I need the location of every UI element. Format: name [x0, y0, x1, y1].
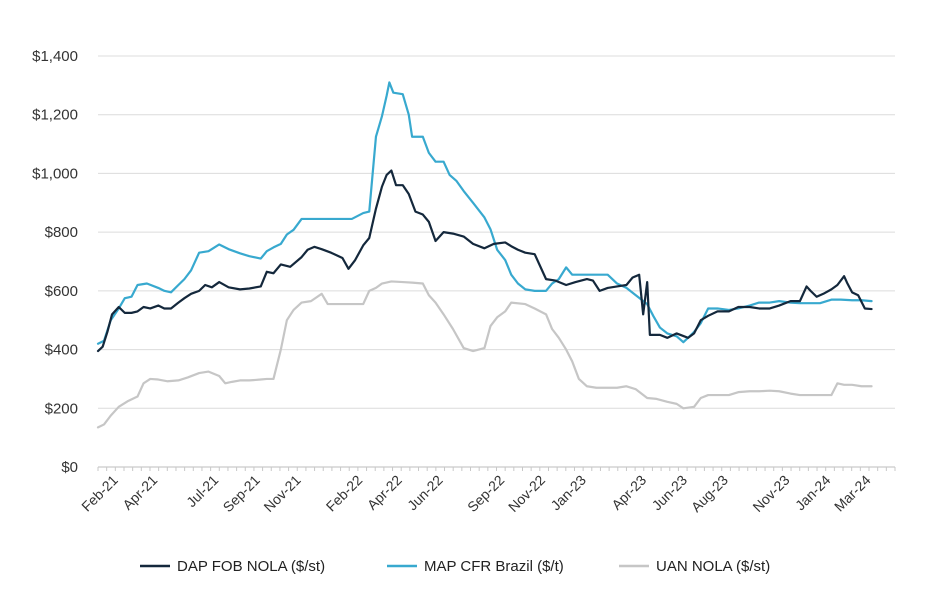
legend-item-map[interactable]: MAP CFR Brazil ($/t): [387, 558, 564, 575]
x-tick-label: Apr-23: [608, 472, 649, 513]
series-line-uan: [96, 280, 873, 429]
x-tick-label: Nov-21: [260, 472, 303, 515]
x-tick-label: Nov-22: [505, 472, 548, 515]
y-tick-label: $0: [61, 459, 78, 476]
legend-item-dap[interactable]: DAP FOB NOLA ($/st): [140, 558, 325, 575]
series-line-dap: [96, 169, 873, 353]
legend[interactable]: DAP FOB NOLA ($/st) MAP CFR Brazil ($/t) U…: [140, 558, 770, 575]
x-tick-label: Feb-21: [78, 472, 121, 515]
x-tick-label: Mar-24: [831, 472, 874, 515]
legend-label: DAP FOB NOLA ($/st): [177, 558, 325, 575]
y-tick-label: $200: [45, 400, 78, 417]
x-tick-label: Jul-21: [183, 472, 221, 510]
y-tick-label: $1,000: [32, 165, 78, 182]
series-line-map: [96, 81, 873, 345]
legend-label: UAN NOLA ($/st): [656, 558, 770, 575]
x-tick-label: Jun-22: [404, 472, 446, 514]
x-tick-label: Jan-24: [792, 472, 834, 514]
y-axis-tick-labels: $0 $200 $400 $600 $800 $1,000 $1,200 $1,400: [32, 48, 78, 476]
y-tick-label: $400: [45, 342, 78, 359]
gridlines: [98, 55, 895, 409]
y-tick-label: $1,200: [32, 107, 78, 124]
x-tick-label: Apr-21: [119, 472, 160, 513]
x-tick-label: Sep-21: [220, 472, 263, 515]
x-tick-label: Apr-22: [364, 472, 405, 513]
series-lines: [96, 81, 873, 429]
x-tick-label: Sep-22: [464, 472, 507, 515]
y-tick-label: $800: [45, 224, 78, 241]
x-tick-label: Jun-23: [649, 472, 691, 514]
x-tick-label: Nov-23: [749, 472, 792, 515]
x-tick-label: Feb-22: [323, 472, 366, 515]
legend-item-uan[interactable]: UAN NOLA ($/st): [619, 558, 770, 575]
legend-label: MAP CFR Brazil ($/t): [424, 558, 564, 575]
y-tick-label: $1,400: [32, 48, 78, 65]
x-tick-label: Jan-23: [547, 472, 589, 514]
x-tick-label: Aug-23: [688, 472, 731, 515]
y-tick-label: $600: [45, 283, 78, 300]
x-axis: [97, 466, 896, 471]
